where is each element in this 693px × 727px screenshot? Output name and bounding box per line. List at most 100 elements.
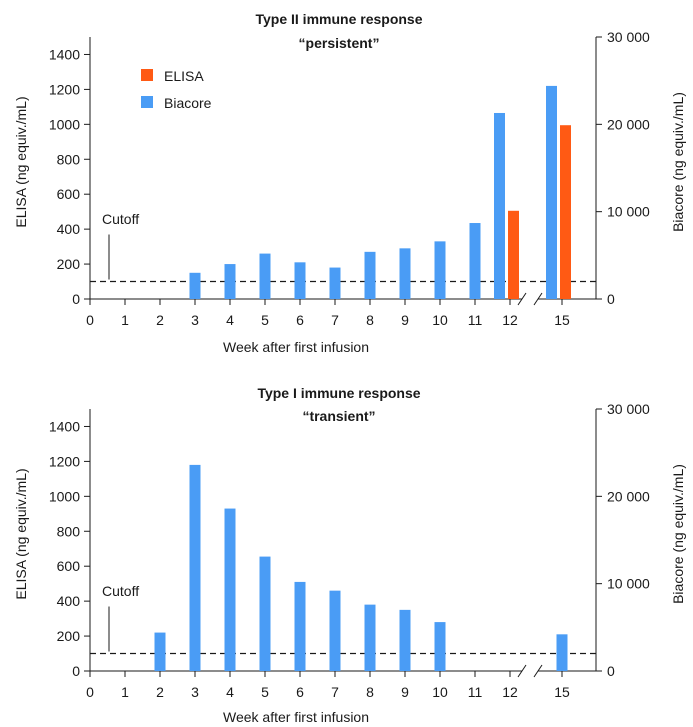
x-tick-label: 5 — [261, 684, 269, 700]
y-tick-label-left: 1200 — [49, 81, 80, 97]
legend-label-elisa: ELISA — [164, 68, 204, 84]
bar-biacore-week-8 — [364, 604, 376, 671]
bar-biacore-week-11 — [469, 223, 481, 299]
bar-biacore-week-15 — [546, 85, 557, 299]
x-tick-label: 9 — [401, 312, 409, 328]
y-tick-label-right: 30 000 — [607, 401, 650, 417]
bar-elisa-week-12 — [508, 210, 519, 299]
x-tick-label: 1 — [121, 312, 129, 328]
y-tick-label-right: 10 000 — [607, 204, 650, 220]
x-axis-label: Week after first infusion — [223, 339, 369, 355]
bar-biacore-week-8 — [364, 251, 376, 299]
y-tick-label-left: 0 — [72, 291, 80, 307]
y-tick-label-left: 400 — [57, 221, 81, 237]
x-tick-label: 7 — [331, 312, 339, 328]
panel-transient: Type I immune response “transient” Week … — [13, 385, 686, 725]
x-tick-label: 11 — [468, 684, 483, 700]
bar-elisa-week-15 — [560, 125, 571, 299]
bar-biacore-week-10 — [434, 241, 446, 299]
x-tick-label: 3 — [191, 684, 199, 700]
y-tick-label-left: 800 — [57, 151, 81, 167]
x-tick-label: 15 — [554, 684, 570, 700]
y-tick-label-right: 10 000 — [607, 576, 650, 592]
y-tick-label-left: 1000 — [49, 488, 80, 504]
x-axis-break — [533, 664, 543, 678]
x-tick-label: 2 — [156, 312, 164, 328]
bar-biacore-week-5 — [259, 253, 271, 299]
x-tick-label: 8 — [366, 312, 374, 328]
y-tick-label-left: 400 — [57, 593, 81, 609]
x-tick-label: 11 — [468, 312, 483, 328]
x-tick-label: 4 — [226, 312, 234, 328]
y-tick-label-right: 20 000 — [607, 488, 650, 504]
x-axis-label: Week after first infusion — [223, 709, 369, 725]
bar-biacore-week-5 — [259, 556, 271, 671]
bar-biacore-week-9 — [399, 248, 411, 299]
legend-swatch-biacore — [141, 96, 153, 108]
y-tick-label-left: 600 — [57, 186, 81, 202]
x-tick-label: 1 — [121, 684, 129, 700]
y-tick-label-left: 1000 — [49, 116, 80, 132]
x-tick-label: 6 — [296, 312, 304, 328]
bar-biacore-week-7 — [329, 590, 341, 671]
y-tick-label-right: 20 000 — [607, 116, 650, 132]
bar-biacore-week-4 — [224, 264, 236, 299]
x-axis-break — [517, 292, 527, 306]
x-tick-label: 6 — [296, 684, 304, 700]
bar-biacore-week-6 — [294, 262, 306, 299]
chart-title-line1: Type I immune response — [257, 385, 420, 401]
x-tick-label: 5 — [261, 312, 269, 328]
x-tick-label: 15 — [554, 312, 570, 328]
chart-title-line2: “persistent” — [299, 35, 380, 51]
x-tick-label: 0 — [86, 684, 94, 700]
cutoff-label: Cutoff — [102, 211, 139, 227]
bar-biacore-week-9 — [399, 609, 411, 671]
bar-biacore-week-6 — [294, 581, 306, 671]
cutoff-label: Cutoff — [102, 583, 139, 599]
legend-label-biacore: Biacore — [164, 95, 212, 111]
x-tick-label: 12 — [502, 684, 518, 700]
x-tick-label: 0 — [86, 312, 94, 328]
bar-biacore-week-4 — [224, 508, 236, 671]
bar-biacore-week-2 — [154, 632, 166, 671]
y-tick-label-left: 1400 — [49, 46, 80, 62]
chart-title-line1: Type II immune response — [255, 11, 422, 27]
x-axis-break — [533, 292, 543, 306]
y-tick-label-left: 1400 — [49, 418, 80, 434]
y-tick-label-left: 600 — [57, 558, 81, 574]
y-tick-label-left: 200 — [57, 256, 81, 272]
chart-title-line2: “transient” — [302, 408, 375, 424]
bar-biacore-week-3 — [189, 272, 201, 299]
y-tick-label-left: 1200 — [49, 453, 80, 469]
x-tick-label: 10 — [432, 684, 448, 700]
panel-persistent: Type II immune response “persistent” Wee… — [13, 11, 686, 355]
bar-biacore-week-10 — [434, 622, 446, 671]
bar-biacore-week-15 — [556, 634, 568, 671]
y-axis-label-right: Biacore (ng equiv./mL) — [670, 92, 686, 232]
y-tick-label-right: 30 000 — [607, 29, 650, 45]
y-tick-label-left: 800 — [57, 523, 81, 539]
y-tick-label-left: 0 — [72, 663, 80, 679]
y-tick-label-right: 0 — [607, 663, 615, 679]
x-tick-label: 3 — [191, 312, 199, 328]
y-axis-label-left: ELISA (ng equiv./mL) — [13, 96, 29, 227]
x-tick-label: 10 — [432, 312, 448, 328]
x-tick-label: 4 — [226, 684, 234, 700]
bar-biacore-week-7 — [329, 267, 341, 299]
y-axis-label-right: Biacore (ng equiv./mL) — [670, 464, 686, 604]
x-tick-label: 8 — [366, 684, 374, 700]
y-tick-label-right: 0 — [607, 291, 615, 307]
y-axis-label-left: ELISA (ng equiv./mL) — [13, 468, 29, 599]
x-tick-label: 7 — [331, 684, 339, 700]
x-tick-label: 9 — [401, 684, 409, 700]
y-tick-label-left: 200 — [57, 628, 81, 644]
legend-swatch-elisa — [141, 69, 153, 81]
x-axis-break — [517, 664, 527, 678]
bar-biacore-week-3 — [189, 464, 201, 671]
bar-biacore-week-12 — [494, 112, 505, 299]
x-tick-label: 2 — [156, 684, 164, 700]
